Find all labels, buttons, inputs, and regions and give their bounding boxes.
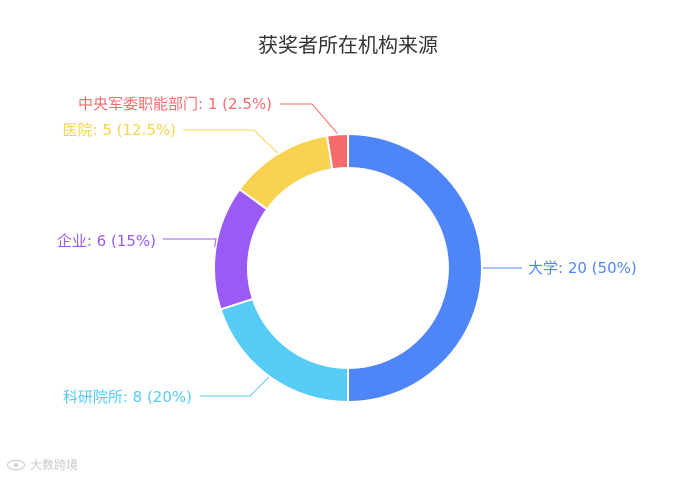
eye-logo-icon	[6, 459, 26, 470]
slice-4[interactable]	[325, 132, 349, 171]
slice-label-0: 大学: 20 (50%)	[528, 259, 637, 277]
chart-title: 获奖者所在机构来源	[258, 33, 438, 57]
slices-layer	[213, 132, 483, 404]
slice-label-1: 科研院所: 8 (20%)	[63, 388, 192, 406]
callout-line-3	[183, 129, 278, 154]
slice-label-3: 医院: 5 (12.5%)	[63, 121, 177, 139]
slice-0[interactable]	[347, 132, 483, 404]
callouts-layer: 大学: 20 (50%) 科研院所: 8 (20%) 企业: 6 (15%) 医院: …	[57, 95, 637, 406]
callout-line-4	[280, 103, 338, 134]
slice-label-2: 企业: 6 (15%)	[57, 232, 156, 250]
watermark-text: 大数跨境	[30, 458, 79, 472]
callout-line-2	[163, 238, 217, 247]
slice-label-4: 中央军委职能部门: 1 (2.5%)	[78, 95, 272, 113]
callout-line-1	[200, 376, 270, 397]
watermark: 大数跨境	[6, 456, 78, 473]
slice-1[interactable]	[219, 297, 349, 404]
slice-3[interactable]	[238, 134, 334, 211]
slice-2[interactable]	[213, 187, 269, 311]
